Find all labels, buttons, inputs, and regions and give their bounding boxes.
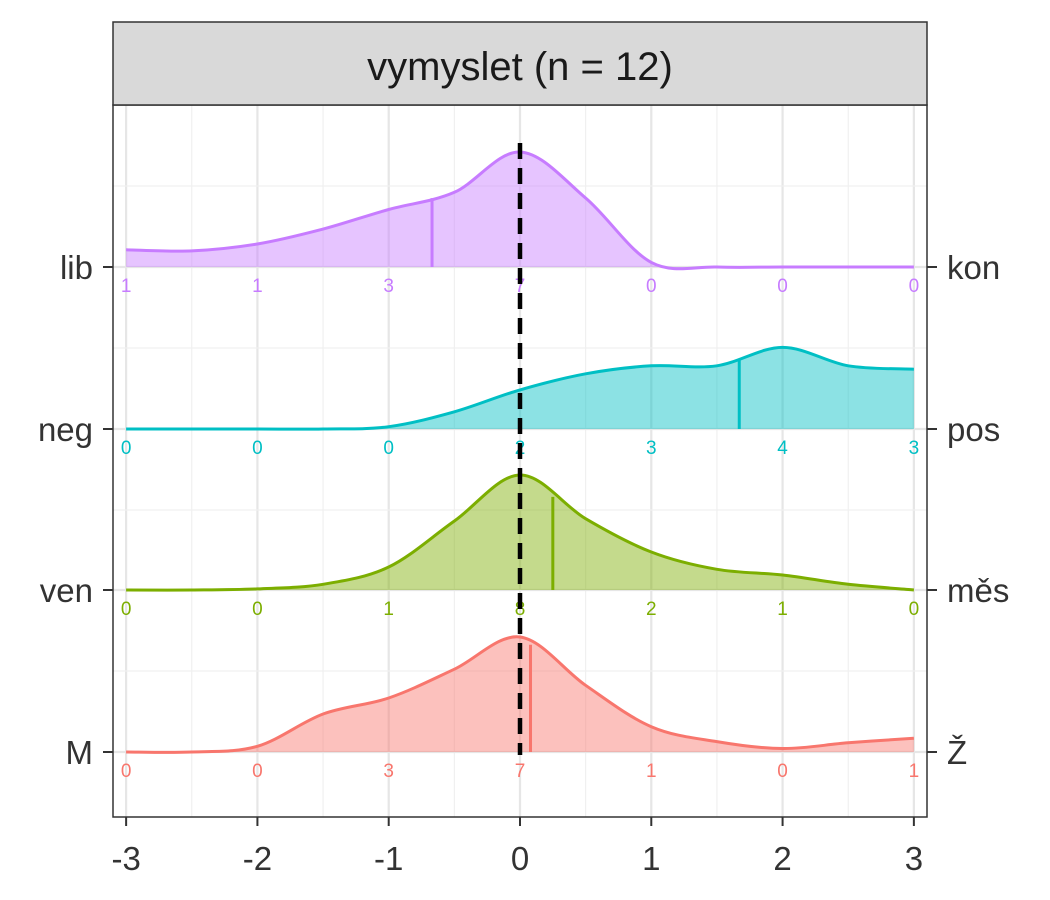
- count-label: 8: [515, 599, 526, 620]
- count-label: 3: [383, 276, 394, 297]
- y-label-right: pos: [947, 411, 1000, 448]
- count-label: 0: [252, 438, 263, 459]
- count-label: 0: [383, 438, 394, 459]
- count-label: 0: [909, 276, 920, 297]
- series-lib-kon: 1 1 3 7 0 0 0: [121, 150, 920, 297]
- y-label-right: měs: [947, 572, 1009, 609]
- series-neg-pos: 0002343: [121, 345, 920, 459]
- count-label: 1: [252, 276, 263, 297]
- count-label: 1: [646, 761, 657, 782]
- count-label: 0: [121, 599, 132, 620]
- count-label: 3: [646, 438, 657, 459]
- count-label: 1: [383, 599, 394, 620]
- y-label-left: ven: [40, 572, 93, 609]
- count-label: 7: [515, 761, 526, 782]
- count-label: 0: [252, 761, 263, 782]
- density-area: [126, 151, 914, 269]
- count-label: 7: [515, 276, 526, 297]
- count-label: 1: [777, 599, 788, 620]
- count-label: 4: [777, 438, 788, 459]
- count-label: 2: [646, 599, 657, 620]
- count-label: 0: [777, 276, 788, 297]
- count-label: 0: [777, 761, 788, 782]
- facet-title: vymyslet (n = 12): [367, 45, 673, 89]
- count-label: 1: [909, 761, 920, 782]
- count-label: 0: [909, 599, 920, 620]
- count-label: 1: [121, 276, 132, 297]
- x-tick-label: 2: [773, 840, 791, 877]
- density-line: [126, 345, 914, 431]
- density-area: [126, 347, 914, 430]
- count-label: 0: [121, 761, 132, 782]
- y-label-right: kon: [947, 249, 1000, 286]
- count-label: 0: [121, 438, 132, 459]
- y-label-left: lib: [60, 249, 93, 286]
- x-tick-label: 0: [511, 840, 529, 877]
- count-label: 3: [909, 438, 920, 459]
- x-tick-label: 1: [642, 840, 660, 877]
- count-label: 3: [383, 761, 394, 782]
- x-tick-label: -1: [374, 840, 403, 877]
- count-label: 0: [646, 276, 657, 297]
- x-tick-label: -3: [111, 840, 140, 877]
- y-label-right: Ž: [947, 734, 967, 771]
- y-label-left: neg: [38, 411, 93, 448]
- x-tick-label: -2: [243, 840, 272, 877]
- density-line: [126, 635, 915, 754]
- axes: -3 -2 -1 0 1 2 3 lib kon neg pos ven měs M Ž: [38, 249, 1009, 877]
- facet-strip: [112, 21, 928, 106]
- y-label-left: M: [66, 734, 94, 771]
- count-label: 0: [252, 599, 263, 620]
- x-tick-label: 3: [905, 840, 923, 877]
